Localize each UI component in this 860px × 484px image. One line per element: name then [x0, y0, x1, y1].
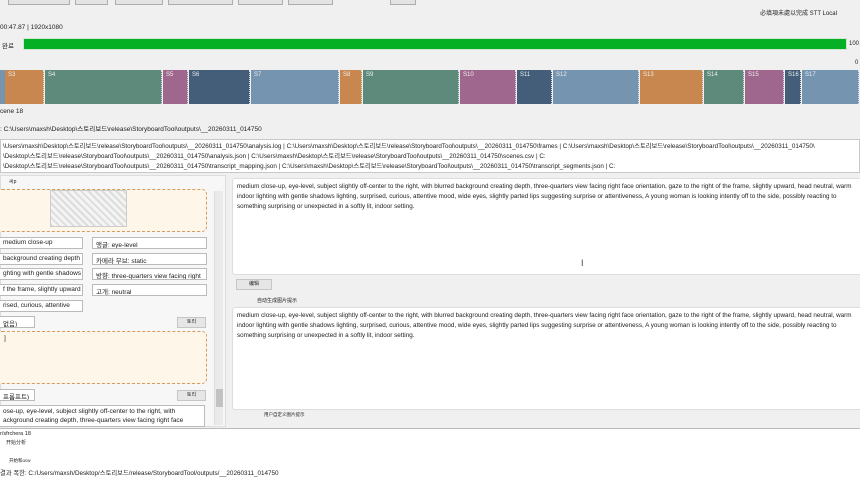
progress-fill	[24, 39, 846, 49]
scrollbar-thumb[interactable]	[216, 389, 223, 407]
scene-segment[interactable]: S6	[189, 70, 250, 104]
auto-prompt-text[interactable]: medium close-up, eye-level, subject slig…	[232, 307, 860, 410]
scene-segment[interactable]: S11	[517, 70, 552, 104]
scrollbar[interactable]	[214, 191, 223, 425]
lighting-field[interactable]: ghting with gentle shadows	[0, 268, 83, 280]
toolbar-button-3[interactable]	[115, 0, 163, 5]
panel-tab[interactable]: 씨p	[9, 179, 17, 185]
scene-segment[interactable]: S14	[704, 70, 744, 104]
scene-label: cene 18	[0, 108, 24, 115]
progress-bar	[23, 38, 847, 50]
scene-segment[interactable]: S3	[5, 70, 44, 104]
background-field[interactable]: background creating depth	[0, 253, 83, 265]
timeline-zero: 0	[855, 60, 859, 66]
scene-segment[interactable]: S4	[45, 70, 162, 104]
toolbar-button-4[interactable]	[168, 0, 233, 5]
scene-segment[interactable]: S13	[640, 70, 703, 104]
scene-segment[interactable]: S15	[745, 70, 784, 104]
scene-timeline[interactable]: S3 S4 S5 S6 S7 S8 S9 S10 S11 S12 S13 S14 S15 S16 S17	[0, 70, 860, 104]
progress-label: 완료	[2, 43, 14, 50]
file-line: \Users\maxsh\Desktop\스토리보드\release\Story…	[3, 143, 815, 150]
section1-select[interactable]: 없음)	[0, 316, 35, 328]
scene-segment[interactable]: S9	[363, 70, 459, 104]
direction-field[interactable]: 방향: three-quarters view facing right	[92, 268, 207, 280]
edit-button[interactable]: 编辑	[236, 279, 272, 290]
toolbar-button-6[interactable]	[288, 0, 333, 5]
video-info: 00:47.87 | 1920x1080	[0, 24, 63, 31]
log-line: 开始分析	[6, 440, 27, 446]
custom-prompt-label: 用户自定义图片提示	[264, 412, 305, 417]
output-files-list[interactable]: \Users\maxsh\Desktop\스토리보드\release\Story…	[0, 139, 860, 173]
toolbar-button-1[interactable]	[8, 0, 70, 5]
section1-button[interactable]: 토리	[177, 317, 206, 328]
scene-segment[interactable]: S12	[553, 70, 639, 104]
shot-size-field[interactable]: medium close-up	[0, 237, 83, 249]
scene-segment[interactable]: S7	[251, 70, 339, 104]
scene-segment[interactable]: S16	[785, 70, 801, 104]
progress-value: 100	[849, 41, 860, 47]
scene-segment[interactable]: S10	[460, 70, 516, 104]
scene-thumbnail	[50, 190, 127, 227]
thumbnail-card	[0, 189, 207, 232]
file-line: \Desktop\스토리보드\release\StoryboardTool\ou…	[3, 163, 616, 170]
gaze-field[interactable]: f the frame, slightly upward	[0, 284, 83, 296]
output-path: : C:\Users\maxsh\Desktop\스토리보드\release\S…	[0, 126, 262, 133]
angle-field[interactable]: 앵글: eye-level	[92, 237, 207, 249]
mood-field[interactable]: rised, curious, attentive	[0, 300, 83, 312]
camera-move-field[interactable]: 카메라 무브: static	[92, 253, 207, 265]
section2-select[interactable]: 프롬프트)	[0, 389, 35, 401]
file-line: \Desktop\스토리보드\release\StoryboardTool\ou…	[3, 153, 546, 160]
toolbar-button-2[interactable]	[75, 0, 108, 5]
head-field[interactable]: 고개: neutral	[92, 284, 207, 296]
scene-detail-panel: 씨p medium close-up background creating d…	[0, 175, 226, 427]
toolbar-button-5[interactable]	[238, 0, 283, 5]
status-text: 必填項未處以完成 STT Local	[760, 11, 837, 17]
toolbar-button-7[interactable]	[390, 0, 416, 5]
scene-segment[interactable]: S8	[340, 70, 362, 104]
scene-description[interactable]: medium close-up, eye-level, subject slig…	[232, 178, 860, 275]
log-line: r/sfrchera 18	[0, 431, 31, 437]
scene-segment[interactable]: S5	[163, 70, 188, 104]
log-panel[interactable]: r/sfrchera 18 开始分析 开始和ocw 결과 폭한: C:/User…	[0, 428, 860, 484]
log-line: 开始和ocw	[9, 458, 31, 463]
scene-segment[interactable]: S17	[802, 70, 859, 104]
log-line: 결과 폭한: C:/Users/maxsh/Desktop/스토리보드/rele…	[0, 470, 279, 477]
prompt-textarea[interactable]: ose-up, eye-level, subject slightly off-…	[0, 405, 205, 427]
text-cursor-icon: I	[581, 258, 584, 268]
text-card[interactable]: ]	[0, 331, 207, 384]
auto-prompt-label: 自动生成图片提示	[257, 298, 298, 304]
section2-button[interactable]: 토리	[177, 390, 206, 401]
